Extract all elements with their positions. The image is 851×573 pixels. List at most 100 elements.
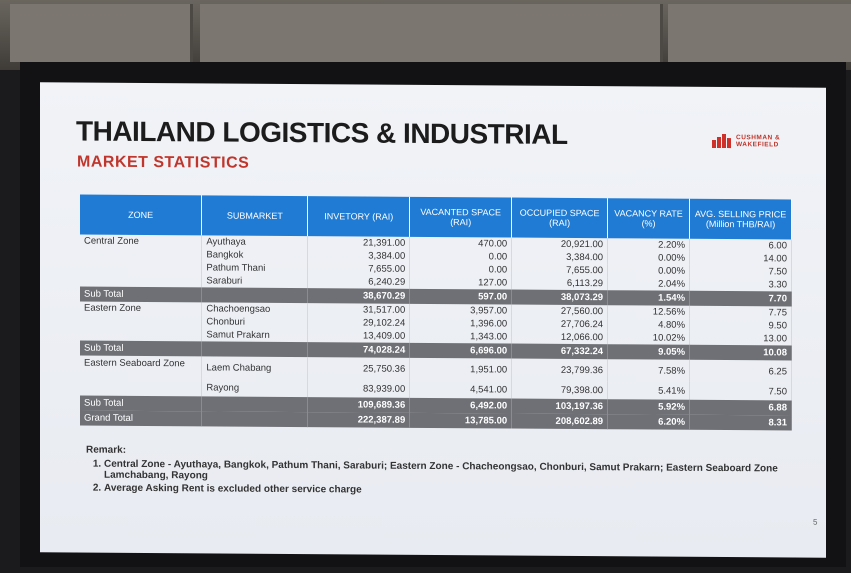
vacancy-rate-cell: 9.05% — [607, 344, 690, 360]
column-header: INVETORY (RAI) — [307, 196, 410, 237]
zone-cell: Central Zone — [80, 234, 202, 249]
wall-panel — [200, 4, 663, 62]
occupied-cell: 208,602.89 — [511, 413, 608, 430]
inventory-cell: 38,670.29 — [307, 288, 410, 304]
inventory-cell: 13,409.00 — [307, 329, 410, 343]
price-cell: 7.50 — [689, 264, 792, 279]
logo-line-2: WAKEFIELD — [736, 141, 779, 149]
vacant-cell: 1,951.00 — [409, 357, 512, 381]
submarket-cell: Bangkok — [201, 248, 308, 263]
price-cell: 14.00 — [689, 251, 792, 266]
vacant-cell: 1,396.00 — [409, 316, 512, 331]
submarket-cell: Laem Chabang — [201, 356, 308, 380]
occupied-cell: 38,073.29 — [511, 289, 608, 306]
vacant-cell: 0.00 — [409, 249, 512, 264]
column-header: AVG. SELLING PRICE (Million THB/RAI) — [689, 198, 792, 240]
submarket-cell: Chachoengsao — [201, 302, 308, 317]
occupied-cell: 103,197.36 — [511, 398, 608, 415]
slide-subtitle: MARKET STATISTICS — [77, 153, 250, 172]
slide-title: THAILAND LOGISTICS & INDUSTRIAL — [76, 115, 568, 150]
submarket-cell: Rayong — [201, 378, 308, 398]
inventory-cell: 29,102.24 — [307, 316, 410, 330]
vacancy-rate-cell: 10.02% — [607, 331, 690, 345]
company-logo: CUSHMAN & WAKEFIELD — [712, 134, 780, 148]
column-header: VACANCY RATE (%) — [607, 198, 690, 239]
table-header-row: ZONE SUBMARKET INVETORY (RAI) VACANTED S… — [80, 194, 792, 240]
inventory-cell: 3,384.00 — [307, 249, 410, 263]
remark-heading: Remark: — [86, 444, 127, 456]
vacant-cell: 0.00 — [409, 262, 512, 277]
occupied-cell: 23,799.36 — [511, 358, 608, 382]
price-cell: 7.50 — [689, 381, 792, 401]
background-wall — [0, 0, 851, 70]
remark-section: Remark: Central Zone - Ayuthaya, Bangkok… — [86, 445, 806, 501]
submarket-cell: Chonburi — [201, 315, 308, 330]
column-header: OCCUPIED SPACE (RAI) — [511, 197, 608, 239]
page-number: 5 — [813, 517, 818, 527]
column-header: ZONE — [80, 194, 202, 236]
submarket-cell: Saraburi — [201, 274, 308, 289]
vacant-cell: 1,343.00 — [409, 329, 512, 344]
inventory-cell: 25,750.36 — [307, 357, 410, 380]
occupied-cell: 12,066.00 — [511, 330, 608, 345]
remark-item: Average Asking Rent is excluded other se… — [104, 483, 806, 499]
vacant-cell: 597.00 — [409, 288, 512, 305]
inventory-cell: 83,939.00 — [307, 379, 410, 398]
vacant-cell: 3,957.00 — [409, 303, 512, 318]
price-cell: 8.31 — [689, 414, 792, 431]
vacancy-rate-cell: 0.00% — [607, 264, 690, 278]
occupied-cell: 27,560.00 — [511, 304, 608, 319]
grand-total-label: Grand Total — [80, 410, 202, 427]
vacancy-rate-cell: 6.20% — [607, 414, 690, 430]
inventory-cell: 6,240.29 — [307, 275, 410, 289]
vacancy-rate-cell: 4.80% — [607, 318, 690, 332]
price-cell: 6.00 — [689, 238, 792, 253]
occupied-cell: 79,398.00 — [511, 380, 608, 400]
submarket-cell: Pathum Thani — [201, 261, 308, 276]
table-row: Eastern Seaboard Zone Laem Chabang 25,75… — [80, 355, 792, 397]
market-statistics-table: ZONE SUBMARKET INVETORY (RAI) VACANTED S… — [80, 194, 792, 431]
subtotal-label: Sub Total — [80, 340, 202, 357]
vacant-cell: 470.00 — [409, 236, 512, 251]
occupied-cell: 6,113.29 — [511, 276, 608, 291]
inventory-cell: 109,689.36 — [307, 397, 410, 413]
vacant-cell: 4,541.00 — [409, 379, 512, 399]
occupied-cell: 27,706.24 — [511, 317, 608, 332]
inventory-cell: 31,517.00 — [307, 303, 410, 317]
vacancy-rate-cell: 5.41% — [607, 381, 690, 400]
submarket-cell: Ayuthaya — [201, 235, 308, 250]
inventory-cell: 222,387.89 — [307, 412, 410, 428]
inventory-cell: 21,391.00 — [307, 236, 410, 250]
subtotal-label: Sub Total — [80, 395, 202, 412]
price-cell: 9.50 — [689, 318, 792, 333]
price-cell: 3.30 — [689, 277, 792, 292]
vacant-cell: 13,785.00 — [409, 412, 512, 429]
occupied-cell: 20,921.00 — [511, 237, 608, 252]
column-header: SUBMARKET — [201, 195, 308, 237]
price-cell: 10.08 — [689, 344, 792, 361]
wall-panel — [668, 4, 851, 62]
occupied-cell: 7,655.00 — [511, 263, 608, 278]
remark-item: Central Zone - Ayuthaya, Bangkok, Pathum… — [104, 459, 806, 486]
occupied-cell: 3,384.00 — [511, 250, 608, 265]
vacancy-rate-cell: 2.20% — [607, 238, 690, 252]
vacant-cell: 127.00 — [409, 275, 512, 290]
vacancy-rate-cell: 2.04% — [607, 277, 690, 291]
price-cell: 6.25 — [689, 359, 792, 383]
occupied-cell: 67,332.24 — [511, 343, 608, 360]
vacant-cell: 6,696.00 — [409, 342, 512, 359]
vacancy-rate-cell: 0.00% — [607, 251, 690, 265]
vacancy-rate-cell: 5.92% — [607, 399, 690, 415]
vacancy-rate-cell: 12.56% — [607, 305, 690, 319]
inventory-cell: 74,028.24 — [307, 342, 410, 358]
price-cell: 7.70 — [689, 290, 792, 307]
subtotal-label: Sub Total — [80, 286, 202, 303]
price-cell: 7.75 — [689, 305, 792, 320]
zone-cell: Eastern Seaboard Zone — [80, 355, 202, 397]
inventory-cell: 7,655.00 — [307, 262, 410, 276]
submarket-cell: Samut Prakarn — [201, 328, 308, 343]
vacancy-rate-cell: 7.58% — [607, 359, 690, 382]
column-header: VACANTED SPACE (RAI) — [409, 196, 512, 238]
vacancy-rate-cell: 1.54% — [607, 290, 690, 306]
wall-panel — [10, 4, 193, 62]
